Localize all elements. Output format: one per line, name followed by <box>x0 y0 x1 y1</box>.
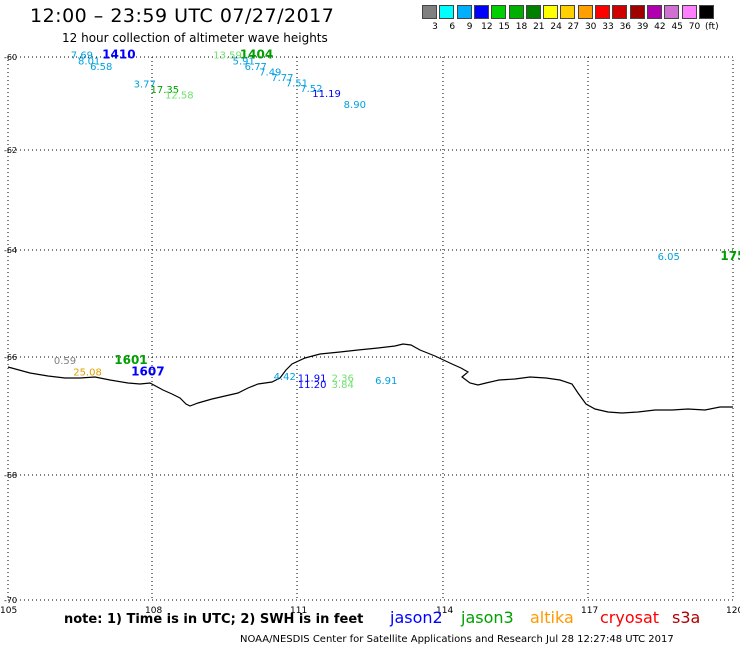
legend-swatch <box>473 5 489 19</box>
graticule: 105 108 111 114 117 120 -60 -62 -64 -66 -68 -70 <box>0 53 740 616</box>
legend-label: 3 <box>432 22 438 32</box>
map-title: 12:00 – 23:59 UTC 07/27/2017 <box>30 5 335 27</box>
satellite-name-cryosat: cryosat <box>600 608 660 627</box>
swh-value-label: 1404 <box>240 48 273 62</box>
swh-value-label: 0.59 <box>54 356 76 367</box>
lon-tick-label: 108 <box>145 606 162 616</box>
legend-label: 27 <box>567 22 580 32</box>
swh-value-label: 17.35 <box>150 85 179 96</box>
antarctic-coastline <box>7 343 733 414</box>
swh-value-label: 8.90 <box>344 100 366 111</box>
legend-swatch <box>560 5 576 19</box>
swh-value-label: 11.91 <box>298 374 327 385</box>
lon-tick-label: 114 <box>436 606 453 616</box>
swh-value-label: 13.59 <box>213 51 242 62</box>
swh-value-label: 25.08 <box>73 368 102 379</box>
legend-label: 18 <box>515 22 528 32</box>
lon-tick-label: 120 <box>726 606 740 616</box>
satellite-name-altika: altika <box>530 608 574 627</box>
swh-value-label: 1601 <box>114 353 147 367</box>
legend-swatch <box>595 5 610 19</box>
lat-tick-label: -60 <box>4 53 17 62</box>
legend-swatch <box>491 5 507 19</box>
legend-swatch <box>422 5 437 19</box>
swh-value-label: 7.51 <box>286 78 308 89</box>
satellite-name-s3a: s3a <box>672 608 701 627</box>
swh-value-label: 12.58 <box>165 90 194 101</box>
legend-swatch <box>664 5 680 19</box>
swh-value-label: 7.69 <box>71 51 93 62</box>
legend-swatch <box>543 5 559 19</box>
legend-label: 70 <box>688 22 701 32</box>
swh-value-label: 175 <box>720 249 740 263</box>
swh-value-label: 6.77 <box>245 62 267 73</box>
legend-swatch <box>629 5 645 19</box>
legend-label: 15 <box>498 22 510 32</box>
swh-value-label: 11.19 <box>312 89 341 100</box>
legend-swatch <box>646 5 662 19</box>
legend-label: 30 <box>584 22 597 32</box>
legend-label: 9 <box>466 22 473 32</box>
swh-value-label: 11.20 <box>298 380 327 391</box>
swh-value-label: 8.01 <box>78 57 100 68</box>
swh-value-label: 2.36 <box>332 374 354 385</box>
swh-value-label: 7.49 <box>259 67 281 78</box>
lon-tick-label: 105 <box>0 606 17 616</box>
legend-label: 45 <box>671 22 683 32</box>
legend-swatch <box>577 5 593 19</box>
map-frame <box>7 56 734 601</box>
legend-label: 24 <box>550 22 562 32</box>
legend-label: 6 <box>449 22 456 32</box>
legend-label: (ft) <box>705 22 719 32</box>
satellite-name-jason3: jason3 <box>461 608 514 627</box>
legend-swatch <box>698 5 714 19</box>
map-subtitle: 12 hour collection of altimeter wave hei… <box>62 31 328 45</box>
swh-value-label: 7.52 <box>300 84 322 95</box>
legend-swatch <box>508 5 524 19</box>
legend-swatch <box>456 5 472 19</box>
legend-label: 42 <box>654 22 666 32</box>
swh-value-label: 6.91 <box>375 376 397 387</box>
lon-tick-label: 117 <box>581 606 598 616</box>
legend-swatch <box>681 5 697 19</box>
legend-swatch <box>525 5 541 19</box>
lat-tick-label: -66 <box>4 353 17 362</box>
satellite-name-jason2: jason2 <box>390 608 443 627</box>
lon-tick-label: 111 <box>290 606 307 616</box>
swh-value-label: 5.91 <box>233 57 255 68</box>
lat-tick-label: -62 <box>4 146 17 155</box>
legend-label: 33 <box>602 22 614 32</box>
legend-label: 36 <box>619 22 632 32</box>
swh-value-label: 7.77 <box>271 73 293 84</box>
swh-value-label: 1607 <box>131 365 164 379</box>
swh-value-label: 6.58 <box>90 62 112 73</box>
note-text: note: 1) Time is in UTC; 2) SWH is in fe… <box>64 612 364 627</box>
swh-value-label: 3.84 <box>332 380 354 391</box>
legend-label: 21 <box>533 22 545 32</box>
legend-swatch <box>439 5 455 19</box>
swh-value-label: 3.77 <box>134 79 156 90</box>
lat-tick-label: -70 <box>4 596 17 605</box>
swh-value-label: 6.05 <box>658 252 680 263</box>
swh-value-label: 4.42 <box>274 372 296 383</box>
lat-tick-label: -64 <box>4 246 17 255</box>
credit-text: NOAA/NESDIS Center for Satellite Applica… <box>240 634 674 645</box>
lat-tick-label: -68 <box>4 471 17 480</box>
swh-value-label: 1410 <box>102 48 135 62</box>
legend-label: 12 <box>481 22 493 32</box>
legend-swatch <box>612 5 628 19</box>
legend-label: 39 <box>636 22 649 32</box>
